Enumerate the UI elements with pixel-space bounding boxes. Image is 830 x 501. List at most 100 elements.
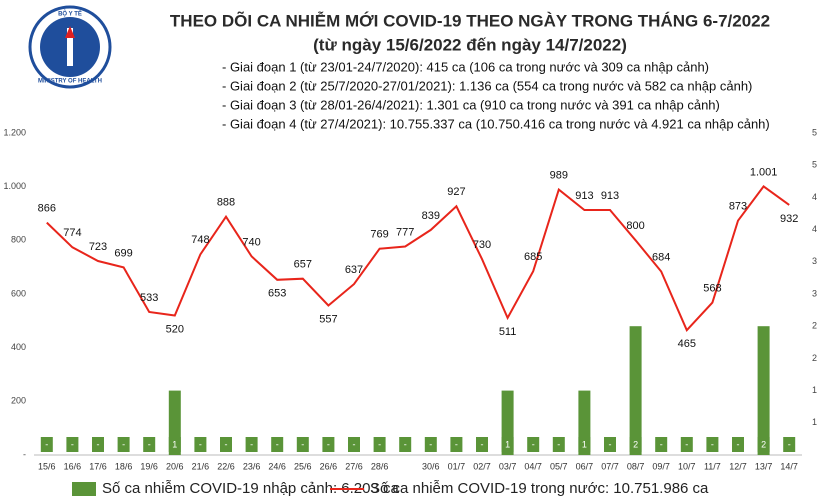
bar-value-label: - [788, 439, 791, 449]
x-tick-label: 02/7 [473, 461, 491, 471]
label-box [450, 437, 463, 452]
bar-value-label: - [225, 439, 228, 449]
x-tick-label: 21/6 [192, 461, 210, 471]
bar-value-label: - [327, 439, 330, 449]
bar [168, 390, 181, 455]
bar-value-label: 1 [582, 439, 587, 449]
line [46, 185, 790, 333]
value-label: 657 [294, 259, 312, 271]
label-box [527, 437, 540, 452]
label-box [245, 437, 258, 452]
bar-value-label: - [429, 439, 432, 449]
bar-value-label: - [404, 439, 407, 449]
bar-value-label: - [711, 439, 714, 449]
bar-value-label: - [737, 439, 740, 449]
x-tick-label: 12/7 [729, 461, 747, 471]
x-tick-label: 09/7 [652, 461, 670, 471]
label-box [706, 437, 719, 452]
bar-value-label: - [481, 439, 484, 449]
legend-label: Số ca nhiễm COVID-19 trong nước: 10.751.… [370, 480, 709, 497]
bar-value-label: - [45, 439, 48, 449]
value-label: 932 [780, 213, 798, 225]
logo-star [65, 26, 75, 38]
chart-title: THEO DÕI CA NHIỄM MỚI COVID-19 THEO NGÀY… [170, 10, 770, 30]
bar-value-label: - [660, 439, 663, 449]
bar-value-label: - [532, 439, 535, 449]
bar-value-label: - [250, 439, 253, 449]
value-label: 777 [396, 226, 414, 238]
x-tick-label: 25/6 [294, 461, 312, 471]
x-tick-label: 17/6 [89, 461, 107, 471]
label-box [373, 437, 386, 452]
value-label: 927 [447, 186, 465, 198]
y2-tick-label: 5 [812, 160, 817, 170]
label-box [655, 437, 668, 452]
x-tick-label: 26/6 [320, 461, 338, 471]
y2-tick-label: 4 [812, 192, 817, 202]
label-box [271, 437, 284, 452]
x-tick-label: 03/7 [499, 461, 517, 471]
y2-tick-label: 1 [812, 417, 817, 427]
label-box [399, 437, 412, 452]
x-tick-label: 14/7 [780, 461, 798, 471]
y2-tick-label: 4 [812, 224, 817, 234]
label-box [117, 437, 130, 452]
value-label: 774 [63, 227, 81, 239]
bar-value-label: - [685, 439, 688, 449]
bar-value-label: - [301, 439, 304, 449]
value-label: 866 [38, 203, 56, 215]
y2-tick-label: 1 [812, 385, 817, 395]
y-tick-label: 800 [11, 235, 26, 245]
label-box [92, 437, 104, 452]
bar [629, 326, 642, 455]
value-label: 839 [422, 210, 440, 222]
x-tick-label: 24/6 [268, 461, 286, 471]
value-label: 557 [319, 313, 337, 325]
x-tick-label: 23/6 [243, 461, 261, 471]
value-label: 568 [703, 282, 721, 294]
x-tick-label: 28/6 [371, 461, 389, 471]
value-label: 699 [114, 247, 132, 259]
bar-value-label: - [557, 439, 560, 449]
label-box [322, 437, 335, 452]
bar-value-label: - [97, 439, 100, 449]
y2-tick-label: 3 [812, 256, 817, 266]
label-box [552, 437, 565, 452]
value-label: 740 [242, 236, 260, 248]
label-box [783, 437, 796, 452]
y-tick-label: 200 [11, 396, 26, 406]
x-tick-label: 15/6 [38, 461, 56, 471]
label-box [40, 437, 53, 452]
annotation: - Giai đoạn 1 (từ 23/01-24/7/2020): 415 … [222, 59, 709, 74]
legend-label: Số ca nhiễm COVID-19 nhập cảnh: 6.203 ca [102, 480, 400, 497]
value-label: 684 [652, 251, 670, 263]
value-label: 520 [166, 323, 184, 335]
y-tick-label: 600 [11, 288, 26, 298]
value-label: 730 [473, 239, 491, 251]
label-box [680, 437, 693, 452]
x-tick-label: 13/7 [755, 461, 773, 471]
x-tick-label: 01/7 [448, 461, 466, 471]
label-box [143, 437, 156, 452]
bar [578, 390, 591, 455]
value-label: 723 [89, 241, 107, 253]
bar-value-label: - [199, 439, 202, 449]
value-label: 653 [268, 288, 286, 300]
x-tick-label: 18/6 [115, 461, 133, 471]
x-tick-label: 22/6 [217, 461, 235, 471]
label-box [220, 437, 232, 452]
y-tick-label: - [23, 449, 26, 459]
y-tick-label: 400 [11, 342, 26, 352]
bar-value-label: - [609, 439, 612, 449]
value-label: 533 [140, 292, 158, 304]
bar-value-label: - [148, 439, 151, 449]
bar [501, 390, 514, 455]
legend-swatch [72, 482, 96, 496]
value-label: 913 [575, 190, 593, 202]
logo-subtext: MINISTRY OF HEALTH [38, 79, 102, 85]
bar-value-label: - [455, 439, 458, 449]
x-tick-label: 19/6 [140, 461, 158, 471]
y2-tick-label: 3 [812, 288, 817, 298]
value-label: 913 [601, 190, 619, 202]
